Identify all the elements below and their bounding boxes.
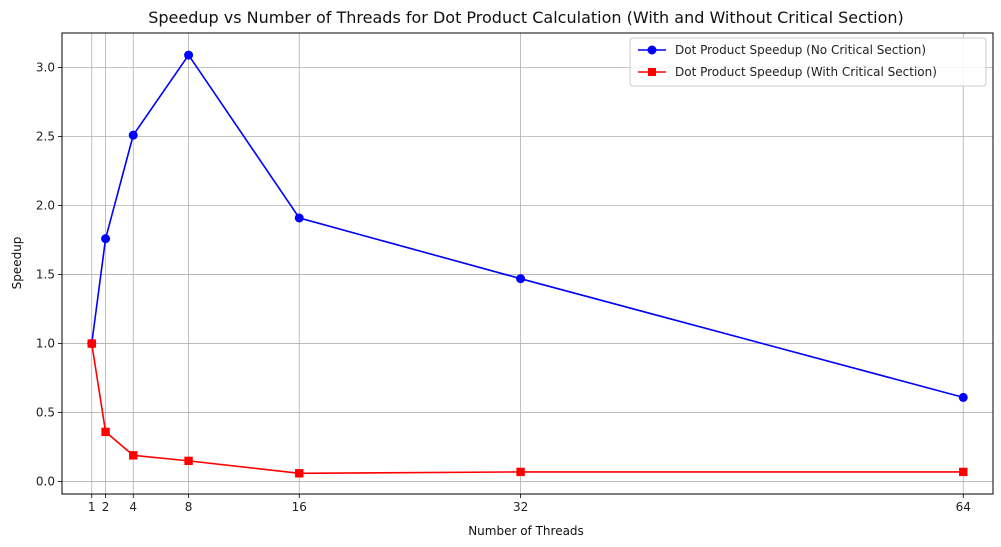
y-tick-label: 2.0	[36, 199, 55, 213]
x-tick-label: 16	[292, 500, 307, 514]
y-tick-label: 1.0	[36, 337, 55, 351]
series-1-point	[101, 427, 110, 437]
x-tick-label: 8	[185, 500, 193, 514]
y-tick-label: 3.0	[36, 61, 55, 75]
series-1-point	[295, 469, 304, 478]
x-tick-label: 2	[102, 500, 110, 514]
legend-marker-no-critical	[647, 45, 657, 55]
series-0-point	[184, 50, 194, 60]
y-axis-ticks: 0.0 0.5 1.0 1.5 2.0 2.5 3.0	[36, 61, 62, 489]
series-0-point	[516, 274, 526, 284]
legend: Dot Product Speedup (No Critical Section…	[629, 37, 987, 87]
y-tick-label: 1.5	[36, 268, 55, 282]
series-1-point	[129, 451, 138, 460]
x-tick-label: 1	[88, 500, 96, 514]
legend-label-with-critical: Dot Product Speedup (With Critical Secti…	[675, 65, 937, 79]
chart-title: Speedup vs Number of Threads for Dot Pro…	[148, 8, 904, 27]
series-0-point	[294, 213, 304, 223]
x-tick-label: 64	[956, 500, 971, 514]
series-1-point	[184, 456, 193, 466]
x-axis-label: Number of Threads	[468, 524, 584, 538]
series-0-point	[101, 234, 111, 244]
y-tick-label: 0.0	[36, 475, 55, 489]
grid	[62, 33, 993, 494]
series-0-point	[128, 130, 138, 140]
y-tick-label: 0.5	[36, 406, 55, 420]
series-line-0	[90, 54, 964, 399]
series-1-point	[87, 339, 96, 348]
series-group	[87, 50, 968, 478]
y-tick-label: 2.5	[36, 130, 55, 144]
x-tick-label: 4	[129, 500, 137, 514]
series-0-point	[958, 392, 968, 402]
series-1-point	[516, 467, 525, 477]
y-axis-label: Speedup	[10, 237, 24, 290]
x-axis-ticks: 1 2 4 8 16 32 64	[88, 494, 971, 514]
legend-marker-with-critical	[648, 68, 656, 76]
legend-label-no-critical: Dot Product Speedup (No Critical Section…	[675, 43, 926, 57]
plot-area-frame	[61, 32, 994, 495]
x-tick-label: 32	[513, 500, 528, 514]
legend-box	[629, 37, 987, 87]
series-1-point	[959, 467, 968, 477]
